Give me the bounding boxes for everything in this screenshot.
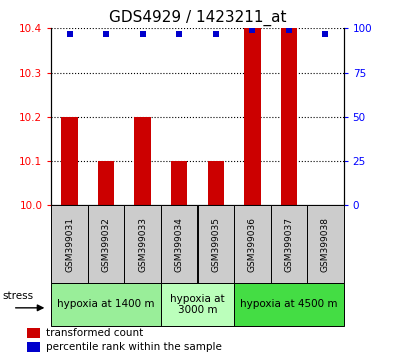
Bar bbox=[234, 205, 271, 283]
Text: stress: stress bbox=[3, 291, 34, 301]
Text: transformed count: transformed count bbox=[47, 328, 144, 338]
Bar bbox=[27, 342, 40, 352]
Bar bbox=[307, 205, 344, 283]
Text: GSM399037: GSM399037 bbox=[284, 217, 293, 272]
Point bbox=[66, 31, 73, 36]
Text: GSM399032: GSM399032 bbox=[102, 217, 111, 272]
Bar bbox=[207, 161, 224, 205]
Bar bbox=[27, 328, 40, 338]
Text: GSM399038: GSM399038 bbox=[321, 217, 330, 272]
Text: hypoxia at
3000 m: hypoxia at 3000 m bbox=[170, 293, 225, 315]
Bar bbox=[61, 117, 78, 205]
Point bbox=[139, 31, 146, 36]
Text: hypoxia at 4500 m: hypoxia at 4500 m bbox=[240, 299, 338, 309]
Text: percentile rank within the sample: percentile rank within the sample bbox=[47, 342, 222, 352]
Bar bbox=[51, 205, 88, 283]
Text: GSM399036: GSM399036 bbox=[248, 217, 257, 272]
Bar bbox=[244, 28, 261, 205]
Bar bbox=[88, 205, 124, 283]
Text: GSM399031: GSM399031 bbox=[65, 217, 74, 272]
Point bbox=[176, 31, 182, 36]
Point bbox=[286, 27, 292, 33]
Point bbox=[322, 31, 329, 36]
Text: GSM399034: GSM399034 bbox=[175, 217, 184, 272]
Point bbox=[213, 31, 219, 36]
Bar bbox=[171, 161, 188, 205]
Bar bbox=[198, 205, 234, 283]
Title: GDS4929 / 1423211_at: GDS4929 / 1423211_at bbox=[109, 9, 286, 25]
Bar bbox=[134, 117, 151, 205]
Text: GSM399033: GSM399033 bbox=[138, 217, 147, 272]
Point bbox=[103, 31, 109, 36]
Bar bbox=[271, 205, 307, 283]
Bar bbox=[161, 283, 234, 326]
Text: GSM399035: GSM399035 bbox=[211, 217, 220, 272]
Bar bbox=[51, 283, 161, 326]
Point bbox=[249, 27, 256, 33]
Bar bbox=[234, 283, 344, 326]
Text: hypoxia at 1400 m: hypoxia at 1400 m bbox=[57, 299, 155, 309]
Bar bbox=[98, 161, 115, 205]
Bar bbox=[280, 28, 297, 205]
Bar bbox=[161, 205, 198, 283]
Bar bbox=[124, 205, 161, 283]
